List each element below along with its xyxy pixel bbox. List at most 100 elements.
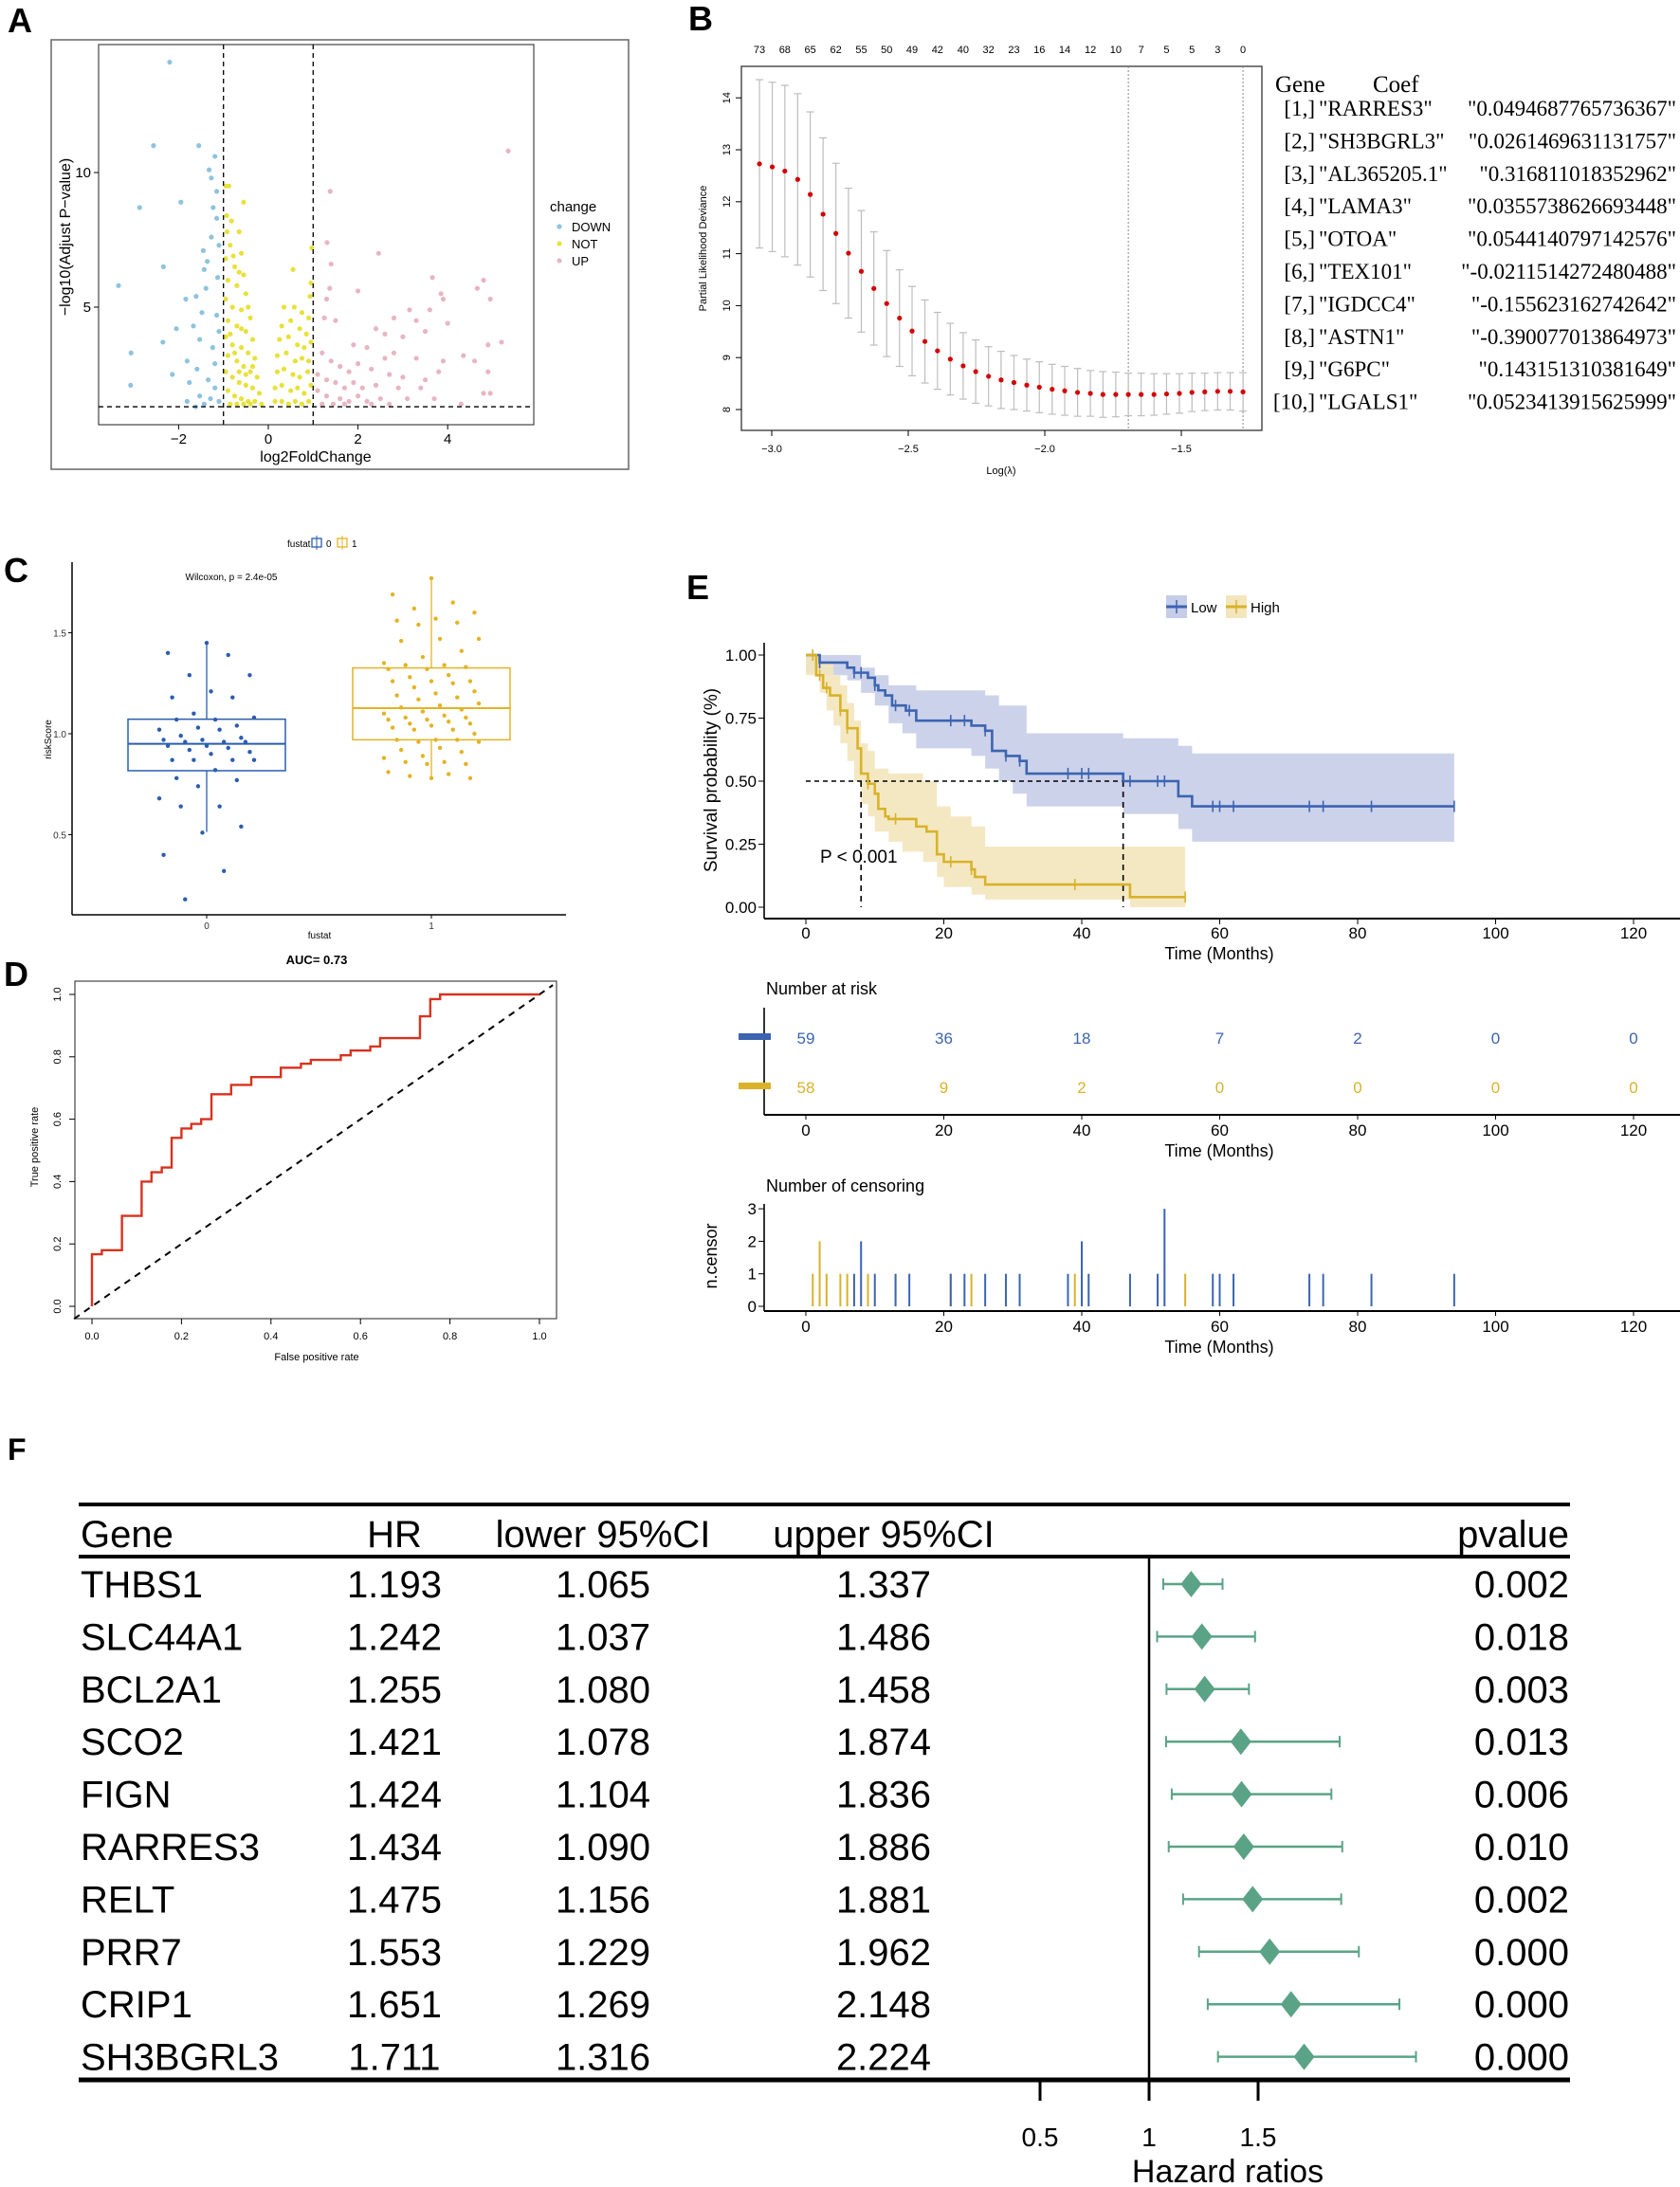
volcano-point-down — [196, 143, 202, 149]
volcano-point-not — [224, 212, 229, 219]
jitter-point-0 — [156, 727, 162, 732]
column-header: pvalue — [1457, 1514, 1569, 1556]
cell-lower: 1.269 — [556, 1984, 650, 2026]
y-tick-label: 0.2 — [52, 1237, 64, 1251]
cell-pvalue: 0.000 — [1474, 1984, 1569, 2026]
volcano-point-not — [236, 379, 242, 386]
volcano-point-down — [160, 339, 166, 345]
volcano-point-up — [323, 377, 330, 383]
risk-count: 7 — [1215, 1030, 1224, 1048]
risk-count: 0 — [1353, 1079, 1361, 1097]
x-tick-label: 100 — [1482, 924, 1508, 942]
y-tick-label: 0.6 — [52, 1112, 64, 1126]
deviance-point — [909, 328, 915, 334]
cell-pvalue: 0.010 — [1474, 1827, 1569, 1868]
jitter-point-1 — [403, 663, 408, 667]
jitter-point-0 — [230, 695, 235, 700]
hr-diamond — [1242, 1886, 1264, 1913]
cell-gene: SLC44A1 — [81, 1616, 243, 1658]
volcano-point-not — [274, 369, 281, 374]
volcano-point-up — [321, 315, 327, 320]
legend-marker — [557, 241, 562, 246]
panel-label-c: C — [4, 551, 28, 590]
volcano-point-not — [228, 401, 233, 407]
x-tick-label: 20 — [935, 924, 953, 942]
volcano-point-up — [338, 395, 343, 402]
jitter-point-1 — [390, 679, 395, 683]
volcano-point-not — [223, 256, 228, 262]
jitter-point-0 — [221, 739, 227, 744]
y-tick-label: 0.0 — [52, 1299, 64, 1313]
jitter-point-1 — [398, 747, 404, 753]
volcano-point-not — [234, 401, 240, 407]
box-0 — [127, 718, 286, 772]
box-1 — [352, 666, 511, 741]
volcano-point-down — [160, 264, 166, 269]
legend-label-high: High — [1251, 600, 1280, 616]
x-tick-label: 0 — [204, 921, 210, 932]
volcano-point-not — [292, 358, 298, 364]
cell-upper: 1.962 — [836, 1932, 931, 1974]
risk-count: 2 — [1077, 1079, 1086, 1097]
censoring-title: Number of censoring — [766, 1176, 924, 1195]
x-tick-label: 0 — [801, 1121, 810, 1139]
coef-row-index: [7,] — [1284, 292, 1315, 316]
jitter-point-0 — [165, 650, 171, 655]
coef-row-index: [2,] — [1284, 129, 1315, 153]
volcano-point-up — [327, 189, 333, 194]
jitter-point-0 — [226, 745, 230, 751]
top-axis-label: 68 — [779, 45, 791, 56]
jitter-point-1 — [420, 754, 426, 758]
column-header: HR — [367, 1514, 422, 1556]
volcano-point-not — [277, 337, 283, 342]
cell-gene: CRIP1 — [81, 1984, 192, 2026]
cell-hr: 1.242 — [347, 1616, 442, 1658]
volcano-point-not — [230, 253, 236, 259]
volcano-point-not — [239, 395, 245, 402]
volcano-point-up — [485, 342, 491, 348]
hr-diamond — [1280, 1991, 1302, 2018]
volcano-point-not — [223, 369, 228, 374]
jitter-point-1 — [425, 717, 429, 722]
volcano-point-up — [387, 372, 393, 377]
jitter-point-0 — [204, 743, 210, 748]
jitter-point-1 — [429, 723, 434, 728]
volcano-point-down — [191, 323, 196, 329]
volcano-point-up — [461, 353, 466, 358]
deviance-point — [973, 369, 978, 374]
volcano-point-not — [292, 398, 298, 404]
volcano-point-down — [214, 312, 220, 319]
cell-lower: 1.229 — [556, 1932, 650, 1974]
coef-row-index: [3,] — [1284, 162, 1315, 186]
volcano-point-down — [216, 243, 222, 248]
cell-lower: 1.037 — [556, 1616, 650, 1658]
jitter-point-1 — [446, 772, 451, 776]
coef-row-gene: "ASTN1" — [1319, 325, 1404, 349]
volcano-point-down — [214, 189, 220, 194]
x-tick-label: 60 — [1211, 1121, 1229, 1139]
volcano-point-down — [128, 382, 134, 388]
volcano-point-not — [228, 243, 233, 248]
top-axis-label: 16 — [1033, 45, 1045, 56]
deviance-point — [1011, 379, 1017, 386]
top-axis-label: 14 — [1059, 45, 1070, 56]
jitter-point-1 — [446, 673, 451, 678]
volcano-point-up — [377, 395, 383, 402]
hr-diamond — [1180, 1571, 1202, 1597]
deviance-point — [1163, 391, 1170, 397]
y-tick-label: 0 — [748, 1298, 757, 1316]
x-tick-label: 0.6 — [354, 1331, 368, 1342]
volcano-point-not — [236, 228, 242, 235]
volcano-point-up — [431, 395, 437, 402]
jitter-point-0 — [243, 739, 248, 744]
y-tick-label: 13 — [721, 144, 733, 155]
cell-upper: 2.224 — [836, 2037, 931, 2079]
deviance-point — [897, 315, 903, 321]
volcano-point-not — [225, 278, 231, 283]
hr-diamond — [1233, 1833, 1254, 1860]
volcano-point-not — [243, 372, 248, 377]
cell-upper: 1.337 — [836, 1564, 931, 1606]
volcano-point-up — [364, 345, 370, 351]
volcano-point-up — [405, 395, 411, 402]
x-tick-label: 120 — [1620, 1318, 1647, 1336]
